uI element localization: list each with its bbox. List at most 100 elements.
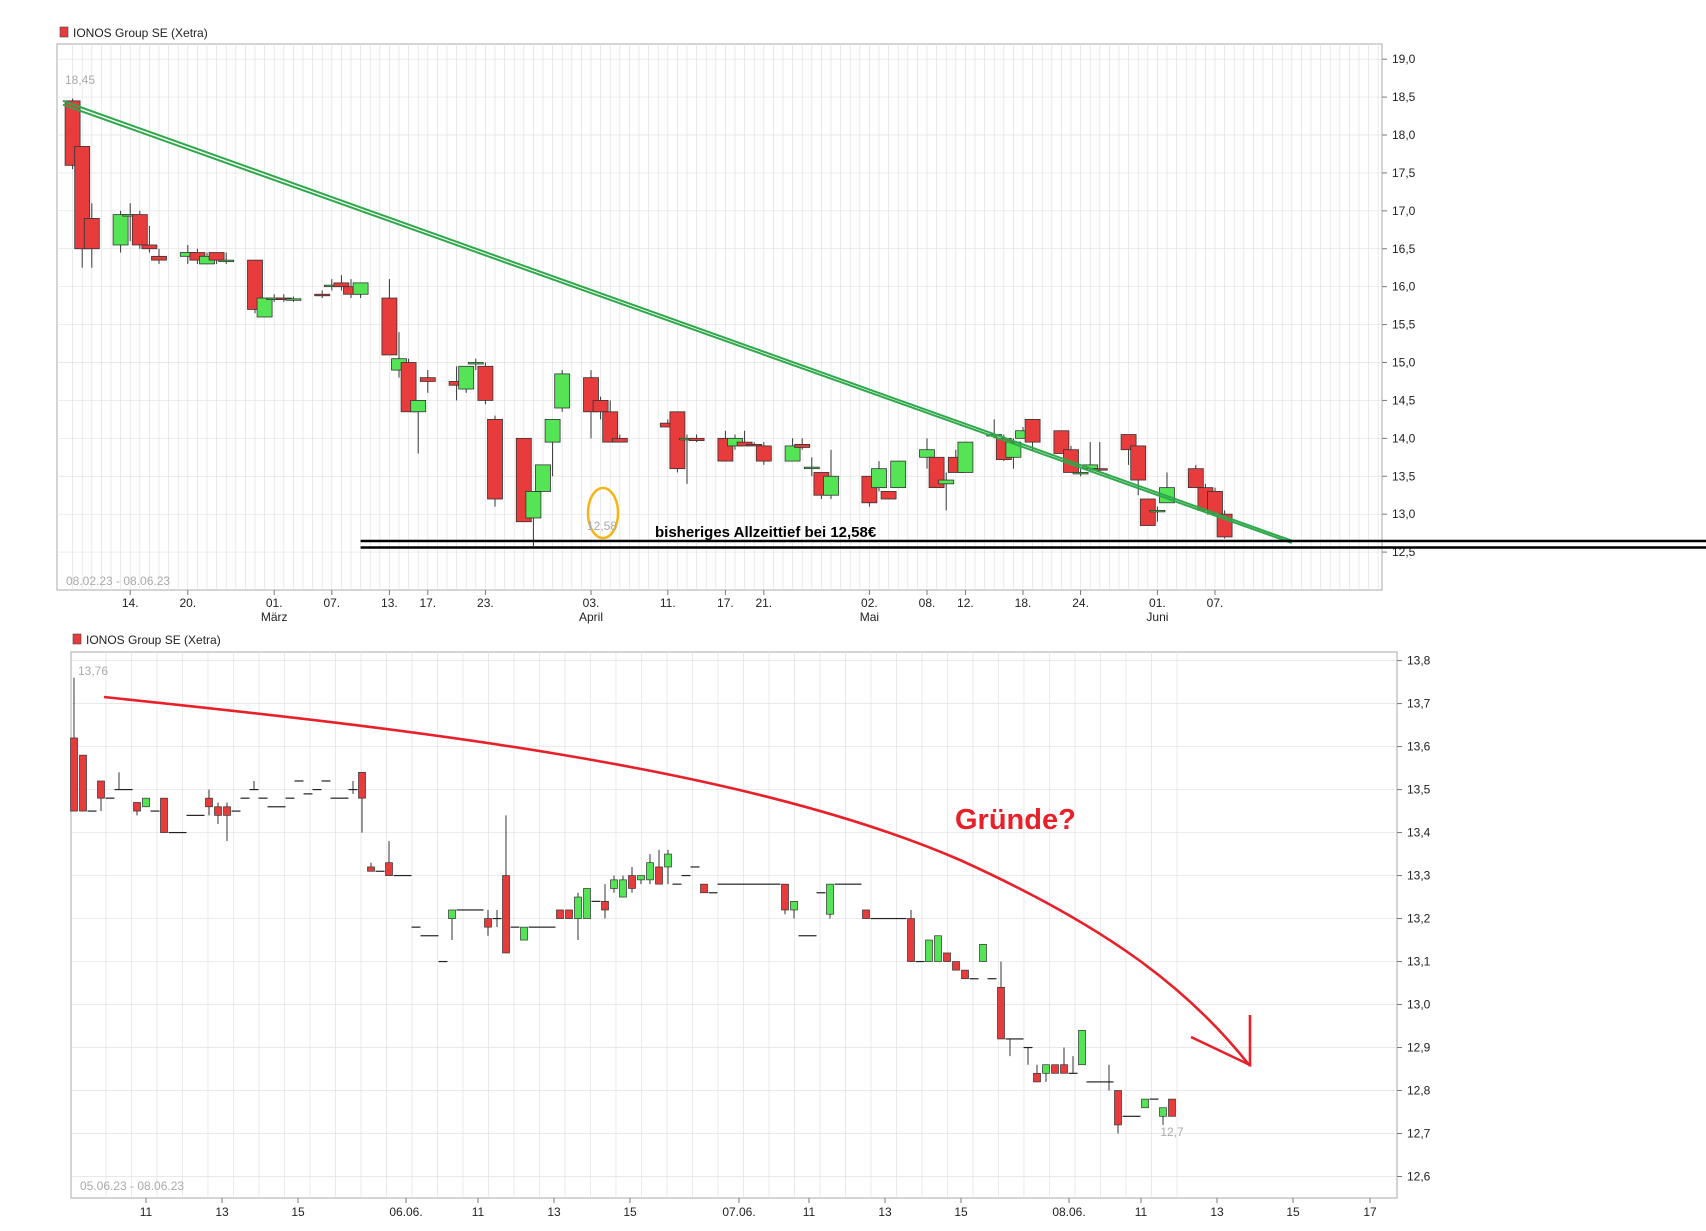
y-tick-label: 17,5 (1392, 166, 1416, 180)
candle-body (862, 909, 870, 919)
candle (1114, 1090, 1122, 1134)
x-tick-label: 08.06. (1052, 1205, 1085, 1219)
candle (794, 438, 811, 450)
candle-body (333, 282, 350, 288)
candle-body (961, 969, 969, 980)
max-label: 13,76 (78, 664, 108, 678)
candle (410, 400, 427, 454)
candle-body (646, 862, 654, 881)
candle (871, 461, 887, 492)
y-tick-label: 13,8 (1407, 654, 1431, 668)
candle-body (285, 298, 302, 301)
plot-area-intraday (70, 651, 1398, 1199)
y-tick-label: 16,5 (1392, 242, 1416, 256)
candle (781, 883, 789, 915)
candle-body (823, 475, 839, 496)
candle-body (997, 986, 1005, 1040)
candle (458, 365, 475, 393)
candle-body (142, 797, 150, 808)
candle (1104, 1064, 1114, 1091)
candle (1072, 468, 1089, 477)
candle (688, 434, 705, 443)
candle-body (794, 443, 811, 448)
candle (333, 275, 350, 291)
candle (358, 772, 366, 833)
x-tick-label: 13. (381, 596, 398, 610)
candle (669, 411, 686, 473)
arrowhead-icon (1190, 1015, 1252, 1068)
candle-body (565, 909, 573, 919)
chart-daily: 19,0 18,5 18,0 17,5 17,0 16,5 16,0 15,5 15,0 14,5… (56, 26, 1706, 624)
candle (367, 862, 375, 872)
x-tick-label: 01. (266, 596, 283, 610)
candle-body (1114, 1090, 1122, 1126)
candle-body (1159, 1107, 1167, 1117)
x-tick-month-label: Mai (860, 610, 879, 624)
support-line (360, 539, 1706, 549)
legend-label: IONOS Group SE (Xetra) (86, 633, 221, 647)
x-tick-label: 14. (122, 596, 139, 610)
candle (467, 358, 484, 371)
candle (1149, 506, 1166, 522)
candle (348, 780, 358, 794)
date-range-label: 05.06.23 - 08.06.23 (80, 1179, 184, 1193)
candle (943, 952, 951, 962)
y-tick-label: 15,5 (1392, 318, 1416, 332)
y-tick-label: 13,4 (1407, 826, 1431, 840)
candle (535, 464, 551, 492)
x-tick-label: 12. (957, 596, 974, 610)
x-tick-label: 23. (477, 596, 494, 610)
candle-body (554, 373, 571, 409)
candle (1053, 430, 1070, 454)
candle-body (755, 445, 772, 462)
candle (247, 259, 263, 314)
candle-body (70, 737, 78, 812)
candle-body (781, 883, 789, 911)
candle (934, 935, 942, 962)
candle-body (458, 365, 475, 390)
y-tick-label: 14,0 (1392, 431, 1416, 445)
candle (151, 248, 167, 264)
candle-body (1149, 509, 1166, 513)
x-tick-label: 18. (1015, 596, 1032, 610)
candle (823, 449, 839, 499)
candle-body (367, 866, 375, 872)
candle (381, 279, 398, 356)
candle (484, 909, 492, 936)
candle (83, 203, 100, 268)
candle-body (208, 252, 225, 261)
candle (208, 252, 225, 264)
candle-body (925, 939, 933, 962)
x-axis-intraday: 11 13 15 06.06. 11 13 15 07.06. 11 13 15 08.06. 11 13… (140, 1198, 1377, 1219)
downtrend-arrow-curve (103, 695, 1252, 1067)
candle (160, 797, 168, 833)
x-tick-month-label: Juni (1146, 610, 1168, 624)
candle-body (535, 464, 551, 492)
candle-body (1078, 1029, 1086, 1066)
candle (214, 802, 222, 824)
candle-body (544, 418, 561, 443)
candle-body (655, 866, 663, 885)
x-tick-label: 11 (472, 1205, 485, 1219)
candle-body (601, 901, 609, 911)
candle-body (957, 441, 974, 473)
candle-body (803, 466, 820, 470)
candle (700, 883, 708, 894)
candle (1130, 445, 1147, 496)
candle-body (1024, 418, 1041, 443)
candle (655, 849, 663, 885)
candle (997, 961, 1005, 1040)
x-tick-label: 11 (140, 1205, 153, 1219)
candle-body (400, 362, 417, 413)
y-tick-label: 18,5 (1392, 90, 1416, 104)
candle-body (826, 883, 834, 915)
candle (574, 892, 582, 941)
y-tick-label: 13,1 (1407, 955, 1431, 969)
x-tick-label: 02. (861, 596, 878, 610)
candle-body (1187, 468, 1204, 489)
candle-body (1051, 1064, 1059, 1074)
candle (790, 901, 798, 919)
candle-body (467, 362, 484, 365)
candle (1207, 487, 1223, 515)
